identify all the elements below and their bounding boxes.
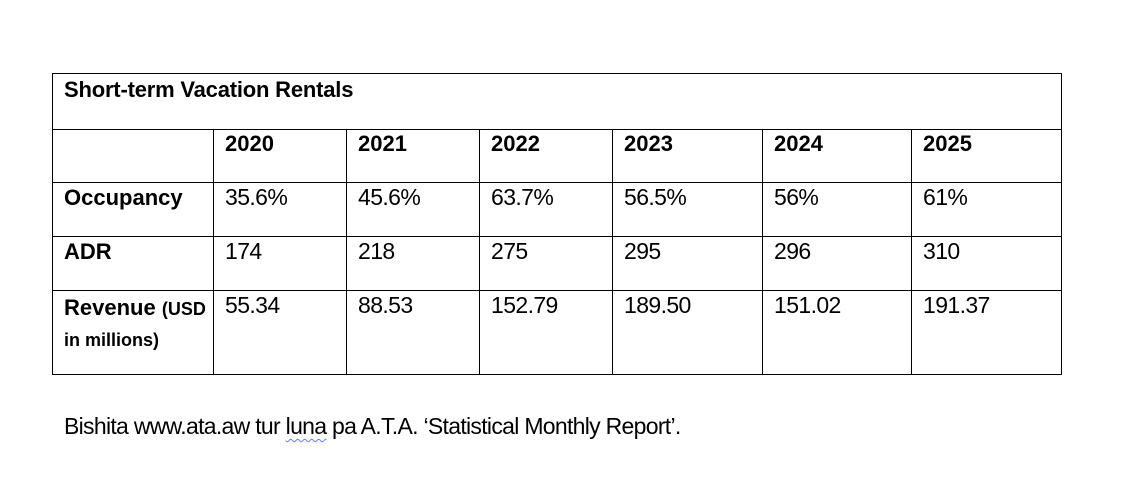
table-title-row: Short-term Vacation Rentals	[51, 73, 1063, 130]
table-cell: 151.02	[762, 290, 912, 375]
spellcheck-flagged-word: luna	[285, 413, 327, 439]
revenue-label-unit-open: (USD	[161, 299, 206, 319]
revenue-label-unit-close: in millions)	[64, 330, 160, 350]
table-row-occupancy: Occupancy 35.6% 45.6% 63.7% 56.5% 56% 61…	[52, 182, 1063, 237]
year-header-row: 2020 2021 2022 2023 2024 2025	[52, 129, 1063, 183]
row-label-adr: ADR	[52, 236, 214, 291]
table-cell: 174	[213, 236, 347, 291]
source-text-start: Bishita www.ata.aw tur	[64, 413, 286, 439]
corner-cell	[52, 129, 214, 183]
table-cell: 152.79	[479, 290, 613, 375]
row-label-revenue: Revenue (USD in millions)	[52, 290, 214, 375]
table-cell: 310	[910, 236, 1063, 291]
year-header: 2020	[213, 129, 347, 183]
table-cell: 218	[346, 236, 480, 291]
year-header: 2021	[346, 129, 480, 183]
source-text-end: pa A.T.A. ‘Statistical Monthly Report’.	[326, 413, 681, 439]
revenue-label-main: Revenue	[64, 295, 156, 320]
table-cell: 189.50	[612, 290, 763, 375]
table-cell: 45.6%	[346, 182, 480, 237]
table-cell: 35.6%	[213, 182, 347, 237]
table-cell: 63.7%	[479, 182, 613, 237]
table-cell: 55.34	[213, 290, 347, 375]
table-title: Short-term Vacation Rentals	[51, 73, 1063, 130]
table-cell: 56.5%	[612, 182, 763, 237]
table-cell: 88.53	[346, 290, 480, 375]
year-header: 2022	[479, 129, 613, 183]
table-cell: 56%	[762, 182, 912, 237]
table-row-revenue: Revenue (USD in millions) 55.34 88.53 152…	[52, 290, 1063, 375]
year-header: 2023	[612, 129, 763, 183]
row-label-occupancy: Occupancy	[52, 182, 214, 237]
year-header: 2024	[762, 129, 912, 183]
table-cell: 61%	[910, 182, 1063, 237]
table-cell: 275	[479, 236, 613, 291]
table-cell: 295	[612, 236, 763, 291]
rentals-table: Short-term Vacation Rentals 2020 2021 20…	[51, 73, 1063, 375]
source-note: Bishita www.ata.aw tur luna pa A.T.A. ‘S…	[64, 413, 681, 440]
table-cell: 191.37	[910, 290, 1063, 375]
table-cell: 296	[762, 236, 912, 291]
table-row-adr: ADR 174 218 275 295 296 310	[52, 236, 1063, 291]
year-header: 2025	[910, 129, 1063, 183]
